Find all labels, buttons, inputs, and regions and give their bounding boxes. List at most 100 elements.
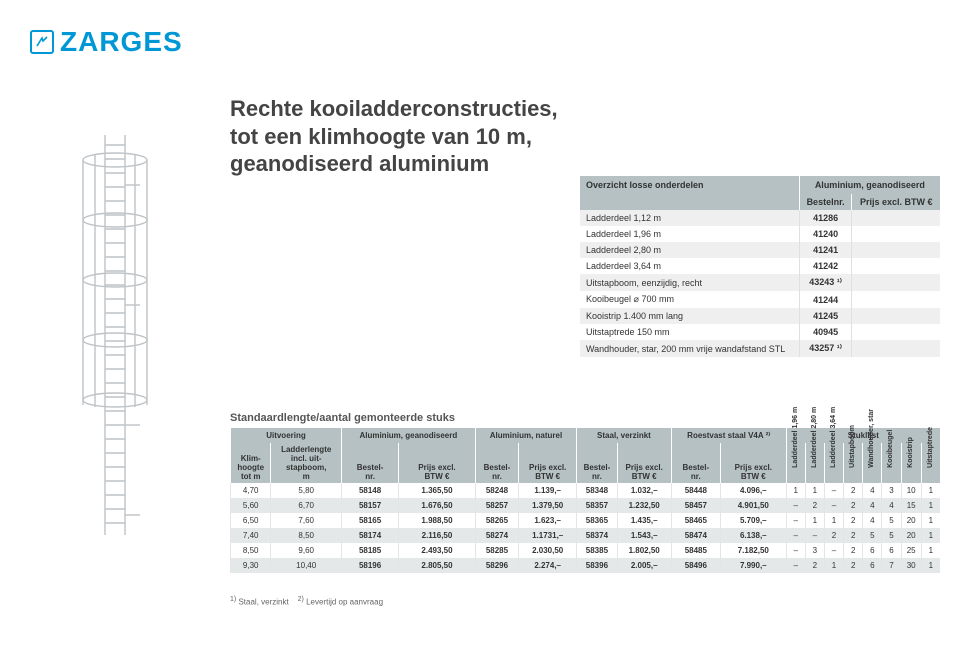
main-subheader: Ladderlengteincl. uit-stapboom,m xyxy=(271,443,342,483)
group-alu-nat: Aluminium, naturel xyxy=(475,428,576,443)
main-cell: 58385 xyxy=(577,543,617,558)
main-cell: 58396 xyxy=(577,558,617,573)
parts-row: Ladderdeel 2,80 m41241 xyxy=(580,242,940,258)
parts-ordernr: 41241 xyxy=(799,242,852,258)
main-cell: 58496 xyxy=(671,558,720,573)
main-cell: 4 xyxy=(863,483,882,498)
parts-subheader-price: Prijs excl. BTW € xyxy=(852,194,940,210)
parts-header-right: Aluminium, geanodiseerd xyxy=(799,176,940,194)
main-subheader: Bestel-nr. xyxy=(341,443,398,483)
main-cell: 5,80 xyxy=(271,483,342,498)
parts-price xyxy=(852,340,940,357)
parts-row: Ladderdeel 1,12 m41286 xyxy=(580,210,940,226)
main-cell: 1 xyxy=(921,513,940,528)
main-cell: 4 xyxy=(863,498,882,513)
main-subheader: Prijs excl.BTW € xyxy=(720,443,786,483)
parts-desc: Ladderdeel 1,96 m xyxy=(580,226,799,242)
main-cell: 25 xyxy=(901,543,921,558)
main-cell: 2.116,50 xyxy=(399,528,476,543)
parts-desc: Kooistrip 1.400 mm lang xyxy=(580,308,799,324)
main-cell: 6 xyxy=(882,543,901,558)
product-illustration xyxy=(40,120,190,550)
main-cell: 5 xyxy=(882,528,901,543)
main-cell: 4.096,– xyxy=(720,483,786,498)
parts-ordernr: 41245 xyxy=(799,308,852,324)
group-alu-gean: Aluminium, geanodiseerd xyxy=(341,428,475,443)
main-cell: 58165 xyxy=(341,513,398,528)
main-subheader: Prijs excl.BTW € xyxy=(399,443,476,483)
footnotes: 1) Staal, verzinkt 2) Levertijd op aanvr… xyxy=(230,596,383,607)
main-cell: 58485 xyxy=(671,543,720,558)
main-cell: 2.274,– xyxy=(519,558,577,573)
main-cell: 1.802,50 xyxy=(617,543,671,558)
parts-price xyxy=(852,226,940,242)
group-uitvoering: Uitvoering xyxy=(231,428,342,443)
main-subheader: Klim-hoogtetot m xyxy=(231,443,271,483)
parts-table: Overzicht losse onderdelen Aluminium, ge… xyxy=(580,176,940,357)
parts-ordernr: 43257 ¹⁾ xyxy=(799,340,852,357)
main-cell: 58248 xyxy=(475,483,518,498)
main-row: 8,509,60581852.493,50582852.030,50583851… xyxy=(231,543,941,558)
parts-desc: Uitstapboom, eenzijdig, recht xyxy=(580,274,799,291)
parts-row: Uitstapboom, eenzijdig, recht43243 ¹⁾ xyxy=(580,274,940,291)
parts-row: Ladderdeel 3,64 m41242 xyxy=(580,258,940,274)
main-cell: 20 xyxy=(901,513,921,528)
main-cell: 1.988,50 xyxy=(399,513,476,528)
main-cell: 6 xyxy=(863,558,882,573)
main-cell: 6.138,– xyxy=(720,528,786,543)
group-rvs: Roestvast staal V4A ²⁾ xyxy=(671,428,786,443)
main-cell: – xyxy=(824,498,843,513)
parts-ordernr: 43243 ¹⁾ xyxy=(799,274,852,291)
main-subheader: Prijs excl.BTW € xyxy=(617,443,671,483)
group-staal: Staal, verzinkt xyxy=(577,428,672,443)
main-cell: 1.379,50 xyxy=(519,498,577,513)
main-cell: 2.493,50 xyxy=(399,543,476,558)
main-cell: 58196 xyxy=(341,558,398,573)
main-cell: – xyxy=(786,558,805,573)
main-row: 9,3010,40581962.805,50582962.274,–583962… xyxy=(231,558,941,573)
main-cell: 1.623,– xyxy=(519,513,577,528)
main-subheader: Bestel-nr. xyxy=(475,443,518,483)
brand-logo-icon xyxy=(30,30,54,54)
main-cell: – xyxy=(786,528,805,543)
main-cell: 3 xyxy=(882,483,901,498)
main-cell: 58296 xyxy=(475,558,518,573)
main-cell: 1.676,50 xyxy=(399,498,476,513)
main-cell: 4,70 xyxy=(231,483,271,498)
main-table-caption: Standaardlengte/aantal gemonteerde stuks xyxy=(230,412,455,424)
main-cell: 1.232,50 xyxy=(617,498,671,513)
main-cell: 1 xyxy=(921,483,940,498)
main-cell: 58285 xyxy=(475,543,518,558)
main-cell: 8,50 xyxy=(271,528,342,543)
main-cell: 58274 xyxy=(475,528,518,543)
main-cell: 7,60 xyxy=(271,513,342,528)
main-cell: 58348 xyxy=(577,483,617,498)
parts-ordernr: 41242 xyxy=(799,258,852,274)
parts-row: Wandhouder, star, 200 mm vrije wandafsta… xyxy=(580,340,940,357)
main-cell: 4 xyxy=(882,498,901,513)
main-cell: 1 xyxy=(921,528,940,543)
main-row: 7,408,50581742.116,50582741.1731,–583741… xyxy=(231,528,941,543)
main-cell: 9,30 xyxy=(231,558,271,573)
main-cell: 5,60 xyxy=(231,498,271,513)
main-cell: 7,40 xyxy=(231,528,271,543)
main-cell: 1.032,– xyxy=(617,483,671,498)
footnote-2: Levertijd op aanvraag xyxy=(306,598,383,607)
parts-desc: Ladderdeel 3,64 m xyxy=(580,258,799,274)
parts-price xyxy=(852,210,940,226)
main-cell: 2.030,50 xyxy=(519,543,577,558)
parts-ordernr: 41240 xyxy=(799,226,852,242)
parts-price xyxy=(852,258,940,274)
main-cell: 58157 xyxy=(341,498,398,513)
main-cell: 1.1731,– xyxy=(519,528,577,543)
main-cell: 58474 xyxy=(671,528,720,543)
parts-price xyxy=(852,324,940,340)
main-cell: 58174 xyxy=(341,528,398,543)
main-cell: – xyxy=(786,498,805,513)
parts-price xyxy=(852,274,940,291)
main-cell: 1.543,– xyxy=(617,528,671,543)
main-cell: 58185 xyxy=(341,543,398,558)
main-cell: 58365 xyxy=(577,513,617,528)
main-cell: 1 xyxy=(921,543,940,558)
main-cell: 2 xyxy=(844,558,863,573)
